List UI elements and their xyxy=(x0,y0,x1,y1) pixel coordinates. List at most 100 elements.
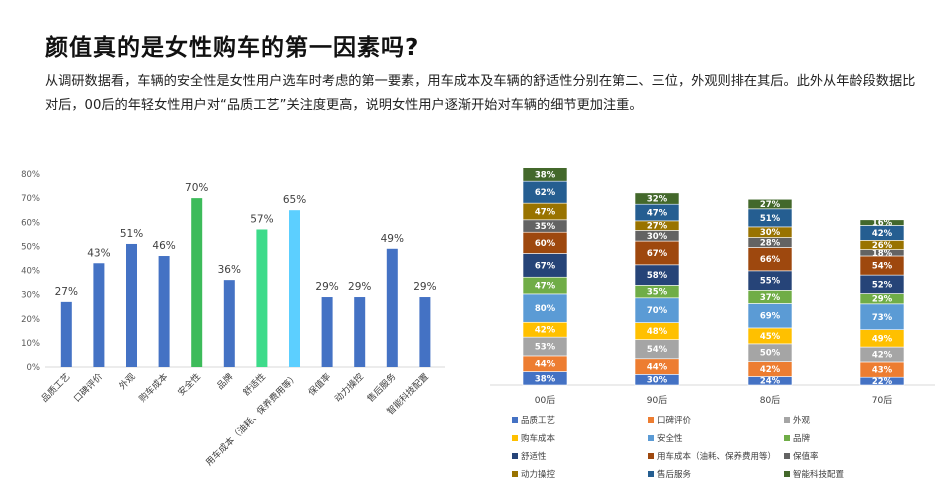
bar xyxy=(158,256,170,367)
age-group-label: 00后 xyxy=(535,395,555,406)
stack-segment xyxy=(634,192,680,205)
legend-swatch xyxy=(784,471,790,477)
segment-value-label: 30% xyxy=(647,376,668,386)
legend-swatch xyxy=(648,435,654,441)
legend-label: 品牌 xyxy=(793,433,811,444)
legend-swatch xyxy=(512,471,518,477)
segment-value-label: 51% xyxy=(760,214,781,224)
segment-value-label: 47% xyxy=(535,282,556,292)
bar-value-label: 65% xyxy=(283,194,306,206)
segment-value-label: 70% xyxy=(647,306,668,316)
y-tick-label: 0% xyxy=(27,363,41,373)
legend-label: 品质工艺 xyxy=(521,415,555,426)
stack-segment xyxy=(522,293,568,323)
segment-value-label: 47% xyxy=(647,209,668,219)
y-tick-label: 30% xyxy=(21,291,40,301)
bar xyxy=(93,263,105,367)
segment-value-label: 54% xyxy=(872,262,893,272)
segment-value-label: 43% xyxy=(872,366,893,376)
segment-value-label: 69% xyxy=(760,312,781,322)
y-tick-label: 50% xyxy=(21,242,40,252)
bar xyxy=(223,280,235,367)
segment-value-label: 22% xyxy=(872,377,893,387)
page-title: 颜值真的是女性购车的第一因素吗? xyxy=(45,35,420,61)
age-group-label: 70后 xyxy=(872,395,892,406)
legend-label: 保值率 xyxy=(793,451,819,462)
legend-label: 智能科技配置 xyxy=(793,469,845,480)
legend-label: 动力操控 xyxy=(521,469,556,480)
segment-value-label: 55% xyxy=(760,277,781,287)
legend-swatch xyxy=(648,453,654,459)
y-tick-label: 60% xyxy=(21,218,40,228)
legend-label: 外观 xyxy=(793,415,811,426)
age-group-label: 80后 xyxy=(760,395,780,406)
y-tick-label: 80% xyxy=(21,170,40,180)
segment-value-label: 50% xyxy=(760,349,781,359)
segment-value-label: 62% xyxy=(535,188,556,198)
bar xyxy=(386,248,398,367)
stack-segment xyxy=(859,219,905,226)
bar-value-label: 51% xyxy=(120,228,143,240)
segment-value-label: 27% xyxy=(760,200,781,210)
segment-value-label: 42% xyxy=(760,365,781,375)
y-tick-label: 40% xyxy=(21,267,40,277)
legend-label: 用车成本（油耗、保养费用等） xyxy=(657,451,776,462)
bar xyxy=(60,301,72,367)
segment-value-label: 30% xyxy=(760,228,781,238)
page-description: 从调研数据看，车辆的安全性是女性用户选车时考虑的第一要素，用车成本及车辆的舒适性… xyxy=(45,74,916,113)
segment-value-label: 58% xyxy=(647,271,668,281)
legend-label: 口碑评价 xyxy=(657,415,692,426)
legend-swatch xyxy=(512,435,518,441)
segment-value-label: 60% xyxy=(535,239,556,249)
bar xyxy=(191,198,203,367)
legend-swatch xyxy=(512,417,518,423)
bar-value-label: 46% xyxy=(152,240,175,252)
segment-value-label: 37% xyxy=(760,293,781,303)
bar-value-label: 27% xyxy=(55,286,78,298)
bar xyxy=(289,210,300,367)
segment-value-label: 24% xyxy=(760,377,781,387)
legend-swatch xyxy=(512,453,518,459)
segment-value-label: 67% xyxy=(535,261,556,271)
stack-segment xyxy=(859,303,905,330)
segment-value-label: 67% xyxy=(647,249,668,259)
segment-value-label: 26% xyxy=(872,241,893,251)
segment-value-label: 47% xyxy=(535,207,556,217)
segment-value-label: 30% xyxy=(647,232,668,242)
segment-value-label: 16% xyxy=(872,219,893,229)
y-tick-label: 20% xyxy=(21,315,40,325)
legend-label: 购车成本 xyxy=(521,433,556,444)
legend-swatch xyxy=(784,435,790,441)
segment-value-label: 38% xyxy=(535,374,556,384)
segment-value-label: 54% xyxy=(647,345,668,355)
segment-value-label: 53% xyxy=(535,343,556,353)
segment-value-label: 42% xyxy=(872,229,893,239)
segment-value-label: 35% xyxy=(535,222,556,232)
segment-value-label: 73% xyxy=(872,313,893,323)
age-group-label: 90后 xyxy=(647,395,667,406)
bar-value-label: 49% xyxy=(381,233,404,245)
segment-value-label: 44% xyxy=(535,360,556,370)
y-tick-label: 10% xyxy=(21,339,40,349)
legend-swatch xyxy=(648,417,654,423)
stack-segment xyxy=(634,297,680,323)
segment-value-label: 80% xyxy=(535,304,556,314)
bar-value-label: 36% xyxy=(218,264,241,276)
bar xyxy=(126,243,137,367)
segment-value-label: 45% xyxy=(760,332,781,342)
bar xyxy=(256,229,268,367)
bar xyxy=(354,297,366,367)
segment-value-label: 42% xyxy=(535,326,556,336)
stack-segment xyxy=(522,167,568,182)
legend-label: 售后服务 xyxy=(657,469,692,480)
bar-value-label: 29% xyxy=(348,281,371,293)
y-tick-label: 70% xyxy=(21,194,40,204)
segment-value-label: 42% xyxy=(872,351,893,361)
segment-value-label: 48% xyxy=(647,327,668,337)
segment-value-label: 66% xyxy=(760,255,781,265)
legend-swatch xyxy=(648,471,654,477)
legend-swatch xyxy=(784,417,790,423)
legend-swatch xyxy=(784,453,790,459)
segment-value-label: 32% xyxy=(647,195,668,205)
